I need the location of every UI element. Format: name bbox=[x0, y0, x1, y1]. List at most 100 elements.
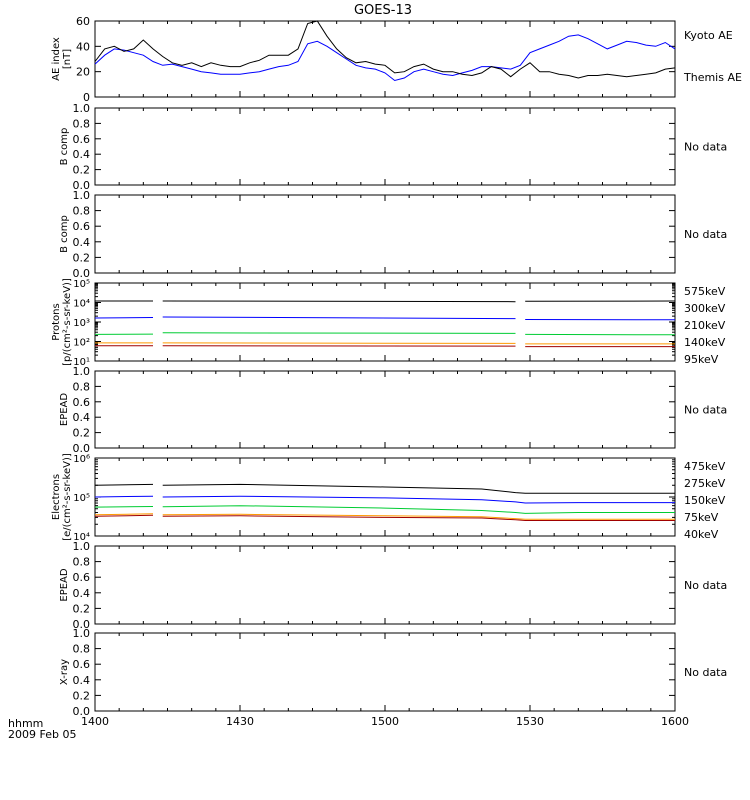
y-tick-label: 40 bbox=[76, 40, 90, 53]
panel-epead_2: 0.0 0.2 0.4 0.6 0.8 1.0 EPEAD No data bbox=[59, 540, 727, 631]
y-axis-label: B comp bbox=[59, 128, 70, 166]
y-tick-label: 10⁴ bbox=[73, 532, 90, 543]
y-tick-label: 0.0 bbox=[73, 442, 91, 455]
no-data-label: No data bbox=[684, 579, 727, 592]
y-tick-label: 0.0 bbox=[73, 179, 91, 192]
x-tick-label-5: 1600 bbox=[661, 715, 689, 728]
series-line-40kev bbox=[94, 483, 675, 494]
legend-themis-ae: Themis AE bbox=[683, 71, 742, 84]
panel-frame bbox=[94, 370, 676, 449]
series-line-275kev bbox=[94, 513, 675, 520]
plot-title: GOES-13 bbox=[354, 3, 412, 18]
y-tick-label: 0.2 bbox=[73, 689, 91, 702]
y-tick-label: 0.2 bbox=[73, 251, 91, 264]
y-tick-label: 0.2 bbox=[73, 164, 91, 177]
y-tick-label: 0.2 bbox=[73, 427, 91, 440]
y-axis-label: EPEAD bbox=[59, 393, 70, 427]
panel-b_comp_2: 0.0 0.2 0.4 0.6 0.8 1.0 B comp No data bbox=[59, 189, 727, 280]
y-axis-label: EPEAD bbox=[59, 568, 70, 602]
y-tick-label: 0.0 bbox=[73, 618, 91, 631]
y-axis-label: Protons bbox=[51, 303, 62, 340]
y-tick-label: 0.6 bbox=[73, 571, 91, 584]
legend-95kev: 95keV bbox=[684, 353, 719, 366]
y-tick-label: 20 bbox=[76, 66, 90, 79]
y-tick-label: 0.0 bbox=[73, 267, 91, 280]
y-tick-label: 0.4 bbox=[73, 587, 91, 600]
y-tick-label: 0.8 bbox=[73, 380, 91, 393]
y-tick-label: 0.8 bbox=[73, 643, 91, 656]
legend-275kev: 275keV bbox=[684, 477, 726, 490]
legend-575kev: 575keV bbox=[684, 285, 726, 298]
y-tick-label: 0.8 bbox=[73, 205, 91, 218]
panel-frame bbox=[94, 632, 676, 712]
x-axis: 1400 1430 1500 1530 1600 hhmm 2009 Feb 0… bbox=[8, 715, 689, 741]
no-data-label: No data bbox=[684, 141, 727, 154]
panel-frame bbox=[94, 107, 676, 186]
y-tick-label: 10¹ bbox=[73, 357, 90, 368]
y-axis-label: AE index bbox=[51, 37, 62, 81]
x-axis-date-label: 2009 Feb 05 bbox=[8, 728, 76, 741]
y-tick-label: 10⁵ bbox=[73, 493, 90, 504]
panel-ae_index: 0 20 40 60 AE index [nT] Kyoto AE Themis AE bbox=[51, 15, 742, 104]
y-tick-label: 0.8 bbox=[73, 117, 91, 130]
panel-frame bbox=[94, 20, 676, 98]
x-axis-unit-label: hhmm bbox=[8, 717, 43, 730]
y-tick-label: 1.0 bbox=[73, 102, 91, 115]
y-axis-label: X-ray bbox=[59, 659, 70, 685]
no-data-label: No data bbox=[684, 228, 727, 241]
y-tick-label: 10⁶ bbox=[73, 454, 90, 465]
y-axis-label: [nT] bbox=[62, 49, 73, 69]
y-tick-label: 1.0 bbox=[73, 189, 91, 202]
y-tick-label: 0.4 bbox=[73, 148, 91, 161]
x-tick-label-1: 1400 bbox=[81, 715, 109, 728]
y-tick-label: 60 bbox=[76, 15, 90, 28]
y-tick-label: 10⁵ bbox=[73, 279, 90, 290]
panel-frame bbox=[94, 282, 676, 362]
x-tick-label-4: 1530 bbox=[516, 715, 544, 728]
y-tick-label: 0.4 bbox=[73, 411, 91, 424]
y-tick-label: 0.6 bbox=[73, 396, 91, 409]
y-axis-label: B comp bbox=[59, 215, 70, 253]
series-line-475kev bbox=[94, 514, 675, 521]
y-tick-label: 10⁴ bbox=[73, 299, 90, 310]
y-axis-label: Electrons bbox=[51, 474, 62, 520]
legend-210kev: 210keV bbox=[684, 319, 726, 332]
legend-300kev: 300keV bbox=[684, 302, 726, 315]
y-tick-label: 0.4 bbox=[73, 236, 91, 249]
legend-140kev: 140keV bbox=[684, 336, 726, 349]
y-tick-label: 10² bbox=[73, 338, 90, 349]
y-tick-label: 0.8 bbox=[73, 556, 91, 569]
series-line-kyoto-ae bbox=[94, 34, 676, 82]
series-line-150kev bbox=[94, 505, 675, 514]
panel-protons: 10¹ 10² 10³ 10⁴ 10⁵ Protons [p/(cm²-s-sr-keV)]… bbox=[51, 278, 726, 368]
panel-b_comp_1: 0.0 0.2 0.4 0.6 0.8 1.0 B comp No data bbox=[59, 102, 727, 192]
series-line-210kev bbox=[94, 332, 676, 336]
y-axis-label: [p/(cm²-s-sr-keV)] bbox=[62, 278, 73, 366]
series-line-300kev bbox=[95, 342, 675, 345]
y-tick-label: 0.4 bbox=[73, 674, 91, 687]
no-data-label: No data bbox=[684, 666, 727, 679]
legend-150kev: 150keV bbox=[684, 494, 726, 507]
x-tick-label-3: 1500 bbox=[371, 715, 399, 728]
y-tick-label: 1.0 bbox=[73, 540, 91, 553]
y-tick-label: 0.2 bbox=[73, 602, 91, 615]
y-tick-label: 0.0 bbox=[73, 705, 91, 718]
panel-frame bbox=[94, 545, 676, 625]
series-line-95kev bbox=[95, 300, 676, 303]
legend-75kev: 75keV bbox=[684, 511, 719, 524]
y-axis-label: [e/(cm²-s-sr-keV)] bbox=[62, 453, 73, 541]
y-tick-label: 0.6 bbox=[73, 658, 91, 671]
series-line-575kev bbox=[95, 345, 675, 348]
legend-40kev: 40keV bbox=[684, 528, 719, 541]
y-tick-label: 10³ bbox=[73, 318, 90, 329]
y-tick-label: 1.0 bbox=[73, 365, 91, 378]
panel-xray: 0.0 0.2 0.4 0.6 0.8 1.0 X-ray No data bbox=[59, 627, 727, 718]
series-line-themis-ae bbox=[94, 20, 676, 79]
series-line-75kev bbox=[94, 495, 675, 504]
y-tick-label: 0.6 bbox=[73, 220, 91, 233]
legend-kyoto-ae: Kyoto AE bbox=[684, 29, 733, 42]
series-line-140kev bbox=[94, 316, 676, 321]
legend-475kev: 475keV bbox=[684, 460, 726, 473]
